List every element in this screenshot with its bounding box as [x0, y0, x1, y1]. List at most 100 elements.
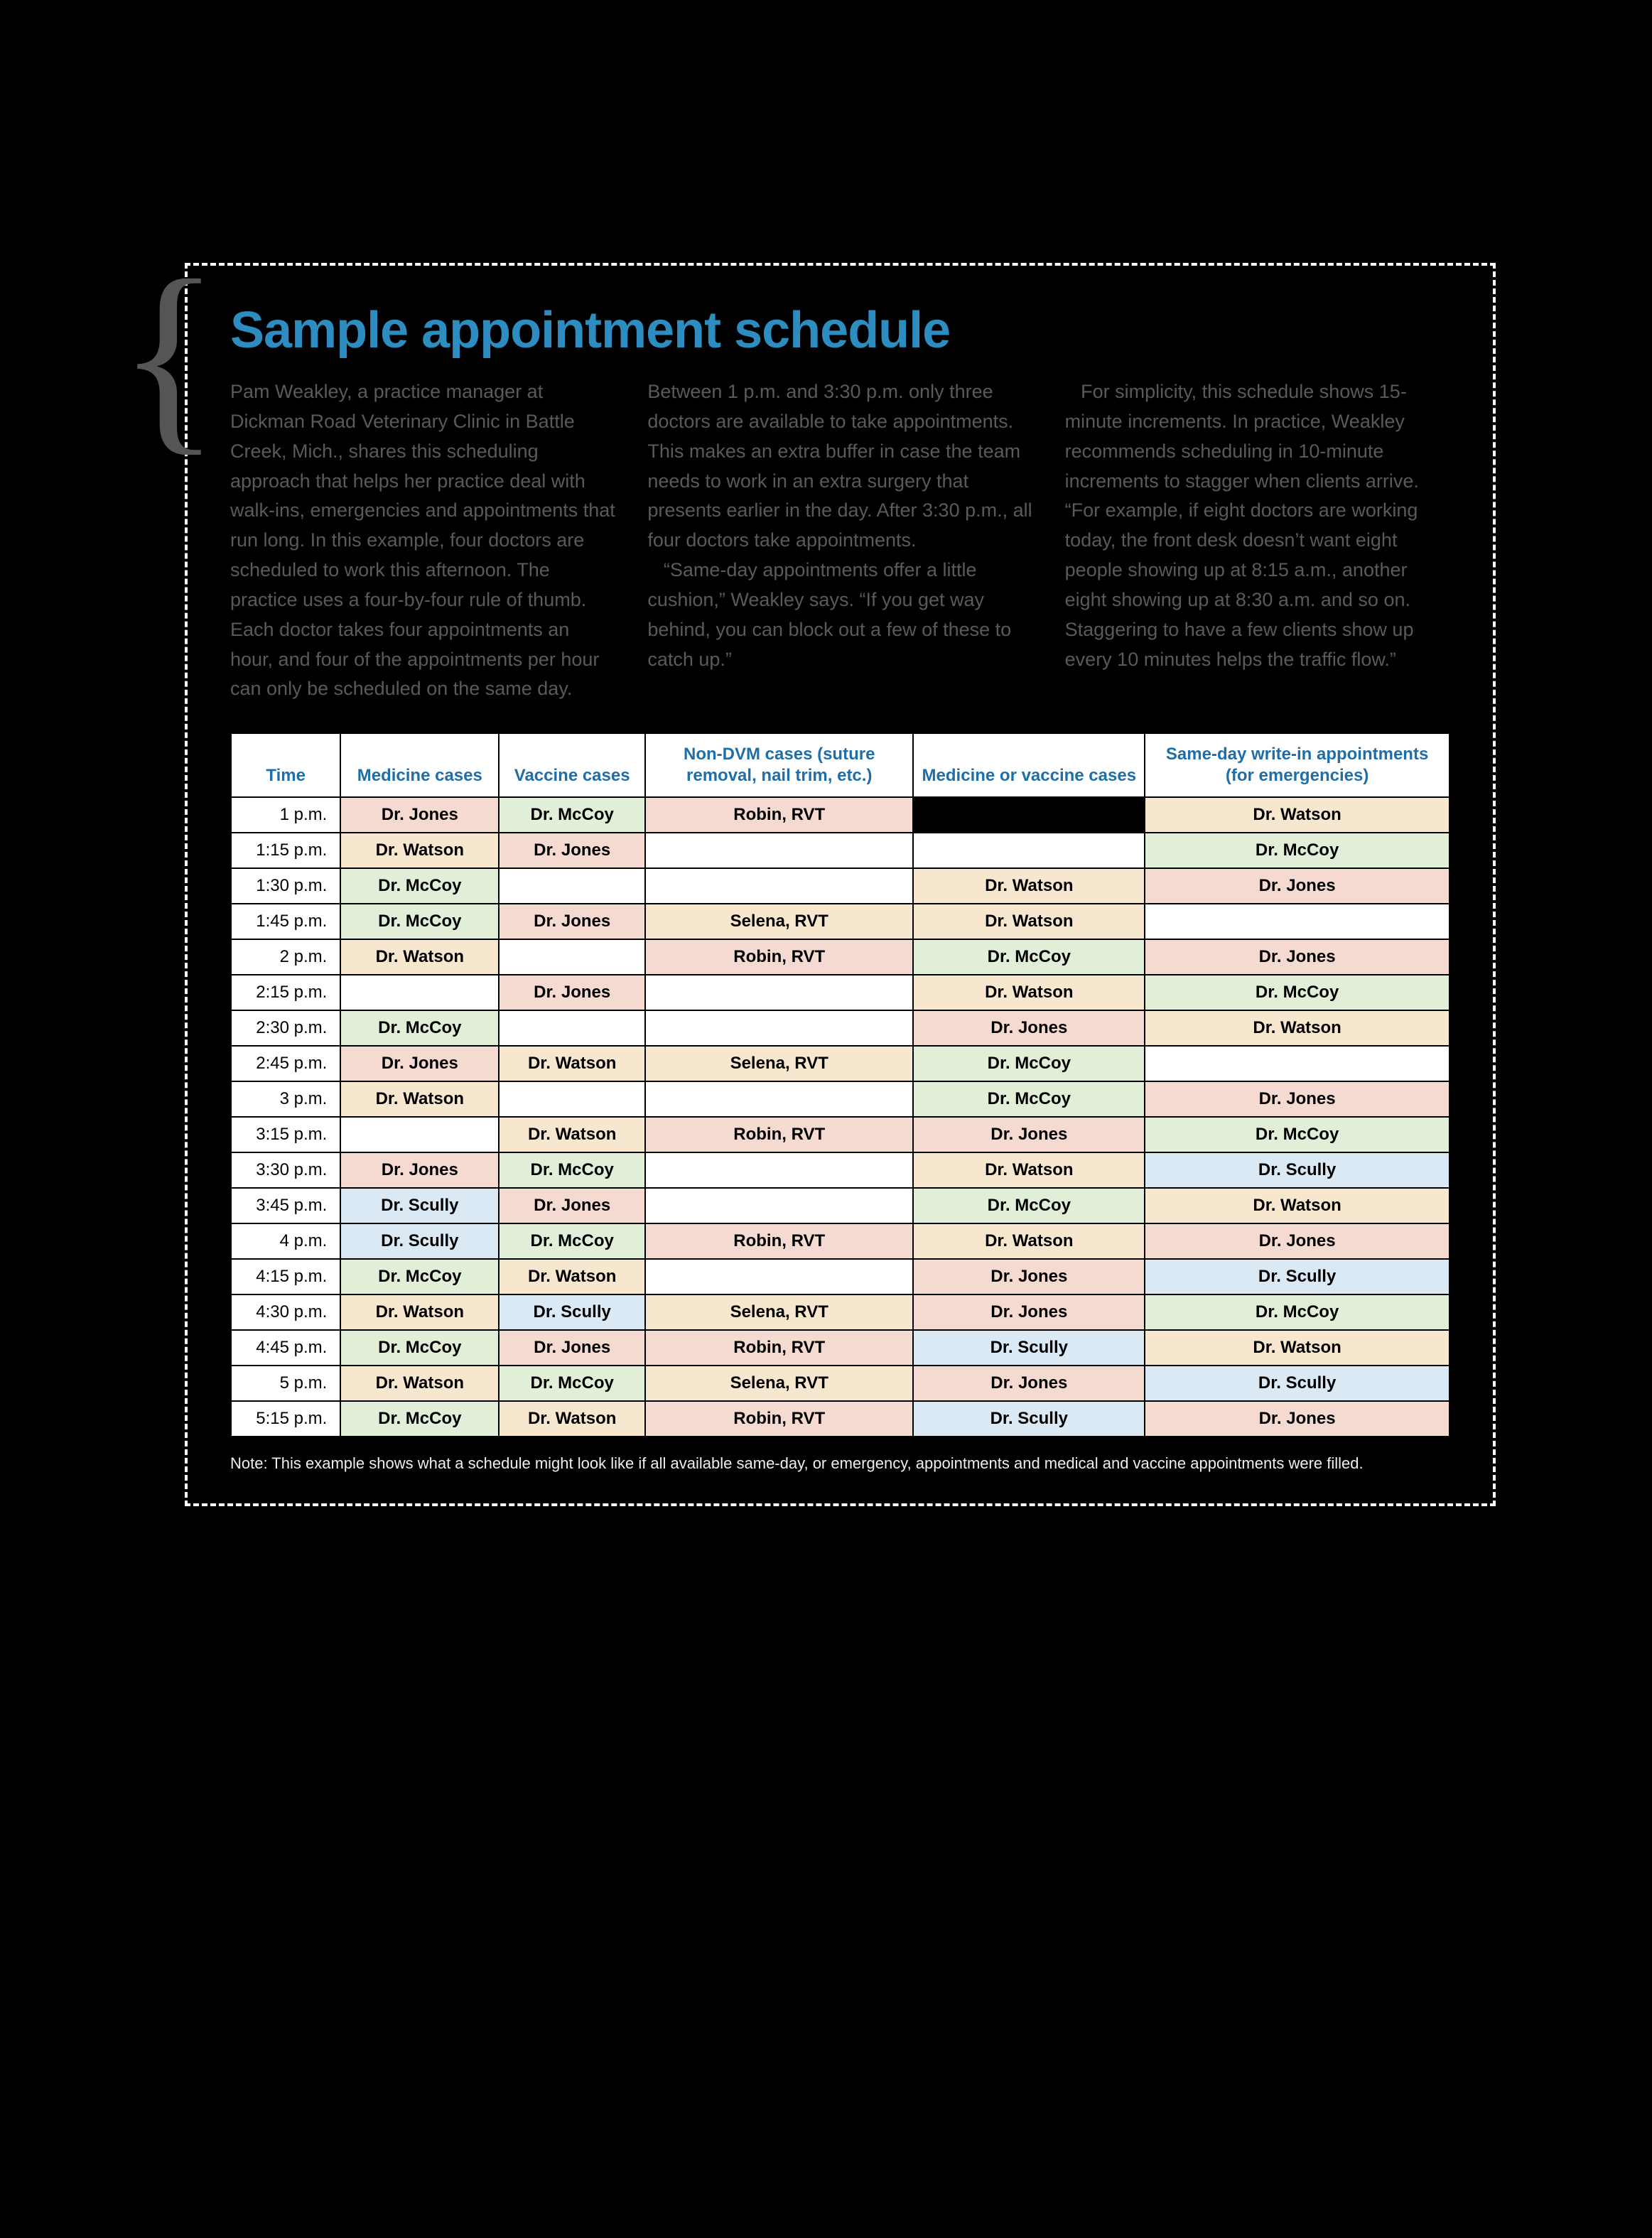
schedule-cell: Robin, RVT — [645, 1330, 913, 1366]
time-cell: 3 p.m. — [231, 1081, 340, 1117]
schedule-cell: Dr. Jones — [913, 1010, 1145, 1046]
time-cell: 4:15 p.m. — [231, 1259, 340, 1294]
schedule-cell: Dr. McCoy — [340, 1010, 499, 1046]
table-row: 1:45 p.m.Dr. McCoyDr. JonesSelena, RVTDr… — [231, 904, 1449, 939]
schedule-cell — [645, 1152, 913, 1188]
page-title: Sample appointment schedule — [230, 301, 1450, 360]
schedule-cell — [1145, 1046, 1449, 1081]
schedule-cell: Dr. Jones — [1145, 1223, 1449, 1259]
table-row: 4 p.m.Dr. ScullyDr. McCoyRobin, RVTDr. W… — [231, 1223, 1449, 1259]
time-cell: 2:15 p.m. — [231, 975, 340, 1010]
schedule-cell: Dr. McCoy — [913, 1046, 1145, 1081]
schedule-cell: Robin, RVT — [645, 1401, 913, 1437]
time-cell: 1:45 p.m. — [231, 904, 340, 939]
schedule-cell: Dr. Watson — [913, 975, 1145, 1010]
time-cell: 1 p.m. — [231, 797, 340, 833]
time-cell: 1:15 p.m. — [231, 833, 340, 868]
schedule-cell: Dr. Watson — [1145, 797, 1449, 833]
schedule-cell — [499, 1010, 645, 1046]
schedule-cell: Dr. Jones — [499, 1188, 645, 1223]
schedule-cell — [645, 1081, 913, 1117]
schedule-cell: Dr. McCoy — [913, 1188, 1145, 1223]
table-row: 3:30 p.m.Dr. JonesDr. McCoyDr. WatsonDr.… — [231, 1152, 1449, 1188]
time-cell: 4:30 p.m. — [231, 1294, 340, 1330]
schedule-cell: Dr. Watson — [340, 939, 499, 975]
table-row: 5:15 p.m.Dr. McCoyDr. WatsonRobin, RVTDr… — [231, 1401, 1449, 1437]
col-header-vaccine: Vaccine cases — [499, 733, 645, 797]
schedule-cell: Dr. Scully — [340, 1223, 499, 1259]
time-cell: 4:45 p.m. — [231, 1330, 340, 1366]
time-cell: 3:45 p.m. — [231, 1188, 340, 1223]
col-header-med-or-vac: Medicine or vaccine cases — [913, 733, 1145, 797]
schedule-cell: Dr. Scully — [1145, 1259, 1449, 1294]
schedule-cell — [913, 797, 1145, 833]
schedule-cell: Dr. Scully — [1145, 1152, 1449, 1188]
table-row: 1:30 p.m.Dr. McCoyDr. WatsonDr. Jones — [231, 868, 1449, 904]
schedule-cell: Dr. McCoy — [1145, 975, 1449, 1010]
col-header-time: Time — [231, 733, 340, 797]
schedule-cell: Dr. Jones — [1145, 939, 1449, 975]
schedule-cell: Dr. McCoy — [340, 1330, 499, 1366]
schedule-cell: Dr. Jones — [499, 975, 645, 1010]
schedule-cell — [499, 939, 645, 975]
schedule-cell: Dr. Scully — [499, 1294, 645, 1330]
table-row: 2:15 p.m. Dr. Jones Dr. WatsonDr. McCoy — [231, 975, 1449, 1010]
schedule-body: 1 p.m.Dr. JonesDr. McCoyRobin, RVTDr. Wa… — [231, 797, 1449, 1437]
schedule-cell: Dr. Jones — [1145, 1401, 1449, 1437]
time-cell: 2:30 p.m. — [231, 1010, 340, 1046]
time-cell: 5 p.m. — [231, 1366, 340, 1401]
schedule-cell — [645, 1010, 913, 1046]
schedule-cell: Robin, RVT — [645, 939, 913, 975]
time-cell: 1:30 p.m. — [231, 868, 340, 904]
table-row: 1 p.m.Dr. JonesDr. McCoyRobin, RVTDr. Wa… — [231, 797, 1449, 833]
time-cell: 3:15 p.m. — [231, 1117, 340, 1152]
schedule-cell: Dr. Watson — [340, 1294, 499, 1330]
schedule-cell: Selena, RVT — [645, 1046, 913, 1081]
schedule-cell: Robin, RVT — [645, 1223, 913, 1259]
table-row: 2:45 p.m.Dr. JonesDr. WatsonSelena, RVTD… — [231, 1046, 1449, 1081]
schedule-cell: Selena, RVT — [645, 904, 913, 939]
table-row: 3 p.m.Dr. Watson Dr. McCoyDr. Jones — [231, 1081, 1449, 1117]
schedule-cell: Dr. Scully — [1145, 1366, 1449, 1401]
schedule-cell — [499, 1081, 645, 1117]
schedule-cell: Dr. McCoy — [1145, 833, 1449, 868]
table-row: 4:45 p.m.Dr. McCoyDr. JonesRobin, RVTDr.… — [231, 1330, 1449, 1366]
schedule-cell: Dr. Watson — [1145, 1330, 1449, 1366]
table-row: 5 p.m.Dr. WatsonDr. McCoySelena, RVTDr. … — [231, 1366, 1449, 1401]
schedule-cell: Dr. Jones — [913, 1259, 1145, 1294]
schedule-cell: Dr. McCoy — [340, 868, 499, 904]
col-header-medicine: Medicine cases — [340, 733, 499, 797]
schedule-cell: Dr. Watson — [913, 868, 1145, 904]
schedule-cell: Robin, RVT — [645, 1117, 913, 1152]
schedule-cell: Dr. Watson — [340, 1366, 499, 1401]
schedule-cell — [645, 1188, 913, 1223]
schedule-cell — [913, 833, 1145, 868]
schedule-cell — [1145, 904, 1449, 939]
schedule-cell: Dr. Watson — [913, 1223, 1145, 1259]
intro-columns: Pam Weakley, a practice manager at Dickm… — [230, 377, 1450, 704]
schedule-cell: Dr. Jones — [340, 1152, 499, 1188]
schedule-cell — [645, 868, 913, 904]
schedule-cell: Dr. Watson — [499, 1259, 645, 1294]
dashed-panel: { Sample appointment schedule Pam Weakle… — [185, 263, 1496, 1506]
schedule-cell — [645, 975, 913, 1010]
schedule-cell: Dr. Watson — [499, 1117, 645, 1152]
schedule-cell: Dr. Watson — [1145, 1188, 1449, 1223]
time-cell: 4 p.m. — [231, 1223, 340, 1259]
schedule-cell: Dr. Watson — [1145, 1010, 1449, 1046]
schedule-cell: Dr. McCoy — [340, 1259, 499, 1294]
page: { Sample appointment schedule Pam Weakle… — [0, 0, 1652, 2238]
table-row: 4:15 p.m.Dr. McCoyDr. Watson Dr. JonesDr.… — [231, 1259, 1449, 1294]
schedule-cell: Dr. Watson — [340, 1081, 499, 1117]
schedule-cell: Dr. McCoy — [499, 1223, 645, 1259]
schedule-cell: Dr. Jones — [1145, 1081, 1449, 1117]
schedule-cell: Dr. Scully — [913, 1330, 1145, 1366]
schedule-cell: Dr. Jones — [499, 1330, 645, 1366]
schedule-cell: Dr. McCoy — [340, 904, 499, 939]
schedule-cell: Dr. McCoy — [1145, 1294, 1449, 1330]
schedule-cell: Dr. Jones — [340, 797, 499, 833]
schedule-cell: Dr. McCoy — [913, 1081, 1145, 1117]
schedule-cell: Dr. Jones — [499, 904, 645, 939]
time-cell: 2 p.m. — [231, 939, 340, 975]
schedule-table: Time Medicine cases Vaccine cases Non-DV… — [230, 733, 1450, 1437]
